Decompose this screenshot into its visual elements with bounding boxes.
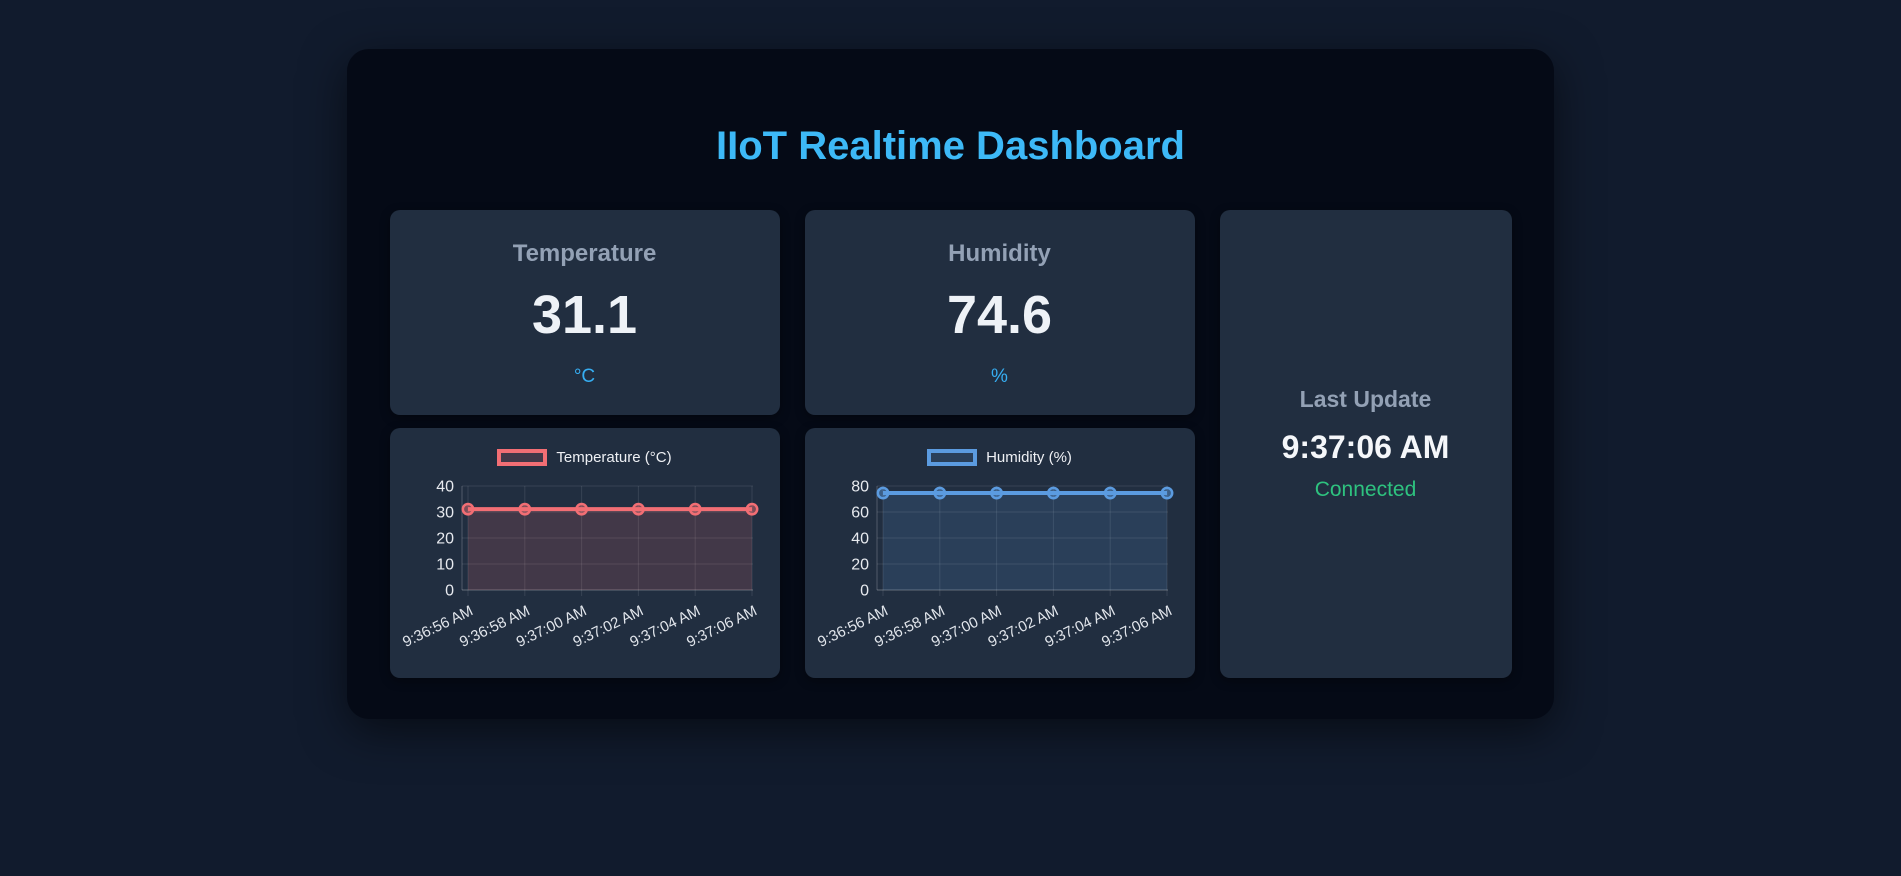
svg-text:20: 20	[851, 557, 869, 574]
humidity-chart-legend[interactable]: Humidity (%)	[805, 446, 1195, 468]
svg-text:10: 10	[436, 557, 454, 574]
dashboard-grid: Temperature 31.1 °C Humidity 74.6 % Last…	[389, 210, 1512, 678]
humidity-line-chart[interactable]: 0 20 40 60 80 9:36:56 AM9:36:58 AM9:37:00 AM9…	[805, 476, 1195, 676]
last-update-time: 9:37:06 AM	[1281, 429, 1450, 465]
temperature-card: Temperature 31.1 °C	[389, 210, 780, 415]
page-title: IIoT Realtime Dashboard	[716, 124, 1185, 168]
humidity-legend-label: Humidity (%)	[986, 448, 1072, 466]
series-area-fill	[467, 509, 752, 590]
humidity-unit: %	[991, 366, 1008, 387]
humidity-label: Humidity	[948, 240, 1051, 267]
x-axis-tick-labels: 9:36:56 AM9:36:58 AM9:37:00 AM9:37:02 AM…	[400, 590, 759, 651]
dashboard-panel: IIoT Realtime Dashboard Temperature 31.1…	[347, 49, 1554, 719]
svg-text:40: 40	[436, 479, 454, 496]
x-axis-tick-labels: 9:36:56 AM9:36:58 AM9:37:00 AM9:37:02 AM…	[815, 590, 1174, 651]
last-update-card: Last Update 9:37:06 AM Connected	[1219, 210, 1512, 678]
svg-text:40: 40	[851, 531, 869, 548]
series-points	[461, 502, 758, 516]
series-points	[876, 486, 1173, 500]
temperature-unit: °C	[573, 366, 596, 387]
svg-text:30: 30	[436, 505, 454, 522]
humidity-value: 74.6	[946, 285, 1053, 345]
svg-text:60: 60	[851, 505, 869, 522]
y-axis-tick-labels: 0 10 20 30 40	[436, 479, 454, 600]
temperature-chart-legend[interactable]: Temperature (°C)	[390, 446, 780, 468]
svg-text:0: 0	[445, 583, 454, 600]
svg-text:20: 20	[436, 531, 454, 548]
humidity-card: Humidity 74.6 %	[804, 210, 1195, 415]
temperature-value: 31.1	[531, 285, 638, 345]
humidity-legend-swatch	[927, 448, 978, 466]
temperature-chart-card: Temperature (°C) 0 10 20 30 40 9:36:56 AM 9:36…	[389, 428, 780, 678]
chart-gridlines	[876, 485, 1168, 591]
temperature-line-chart[interactable]: 0 10 20 30 40 9:36:56 AM9:36:58 AM9:37:00 AM9…	[390, 476, 780, 676]
temperature-label: Temperature	[512, 240, 657, 267]
humidity-chart-card: Humidity (%) 0 20 40 60 80 9:36:56 AM 9:36:58 …	[804, 428, 1195, 678]
svg-text:80: 80	[851, 479, 869, 496]
series-area-fill	[882, 493, 1167, 590]
connection-status: Connected	[1314, 478, 1417, 501]
y-axis-tick-labels: 0 20 40 60 80	[851, 479, 869, 600]
temperature-legend-swatch	[497, 448, 548, 466]
last-update-label: Last Update	[1299, 386, 1432, 412]
temperature-legend-label: Temperature (°C)	[556, 448, 672, 466]
svg-text:0: 0	[860, 583, 869, 600]
